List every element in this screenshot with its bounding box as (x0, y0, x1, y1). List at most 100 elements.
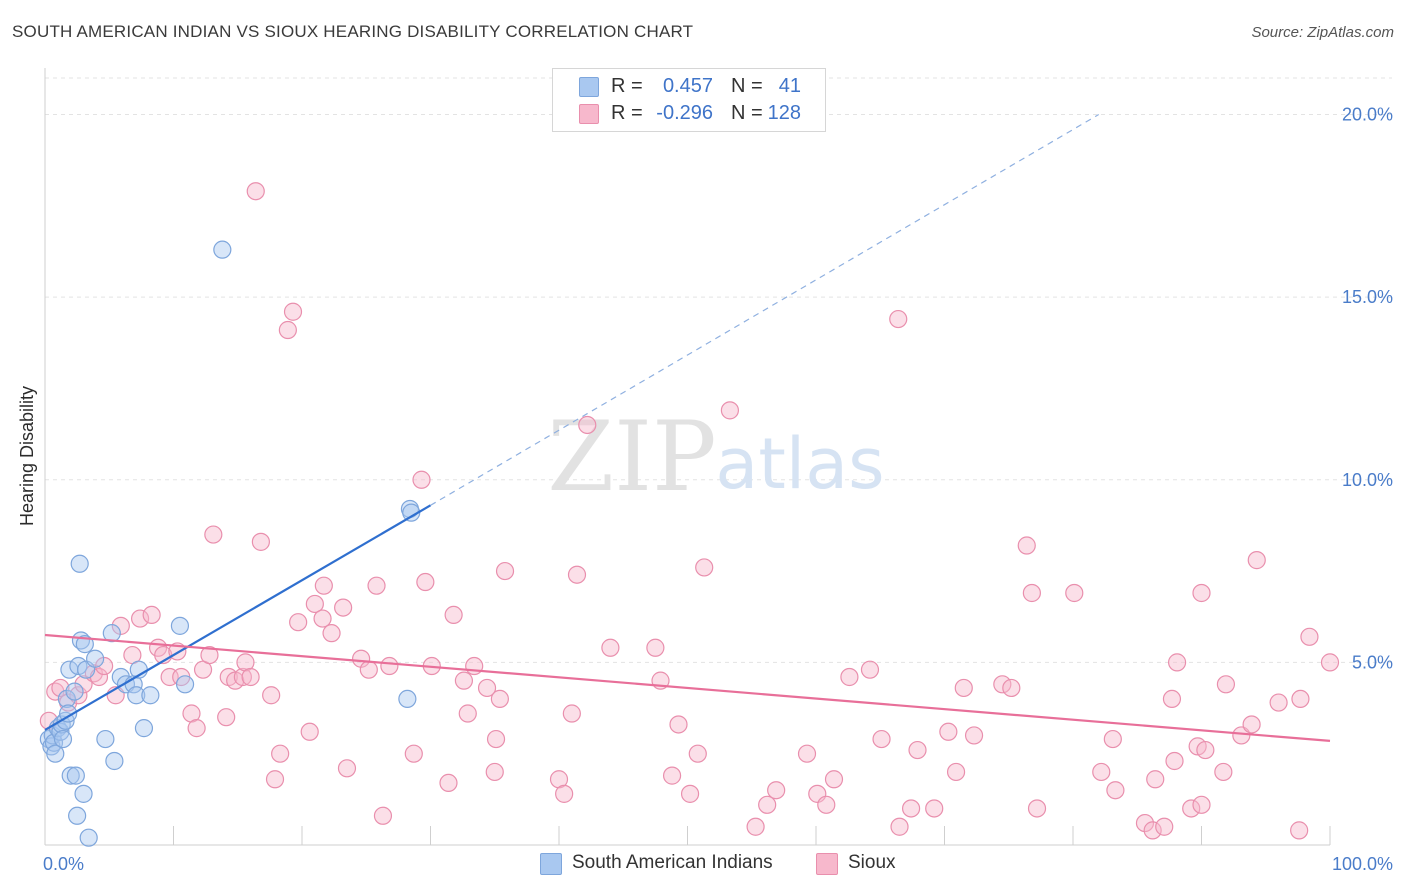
sioux-point (1242, 715, 1261, 734)
legend-swatch-blue (540, 853, 562, 875)
sioux-point (439, 773, 458, 793)
sioux-point (1017, 536, 1036, 555)
sioux-point (373, 806, 393, 825)
sioux-point (669, 715, 688, 734)
sioux-point (241, 667, 260, 687)
south-american-indian-point (51, 722, 70, 741)
legend-r-value: -0.296 (656, 102, 713, 124)
south-american-indian-point (127, 686, 146, 705)
south-american-indian-point (68, 806, 87, 825)
south-american-indian-points (39, 240, 421, 847)
legend-r-label: R = (611, 102, 643, 124)
sioux-point (646, 638, 665, 657)
sioux-point (337, 759, 357, 778)
sioux-point (688, 744, 707, 763)
sioux-point (1103, 729, 1122, 749)
legend-label: South American Indians (572, 852, 773, 873)
legend-row-sioux: R = -0.296 N = 128 (553, 101, 825, 127)
sioux-point (1300, 627, 1319, 646)
sioux-point (305, 594, 324, 614)
sioux-point (334, 598, 353, 617)
legend-n-value: 41 (778, 75, 801, 97)
south-american-indian-point (79, 828, 98, 847)
south-american-indian-point (70, 554, 89, 573)
y-axis-label: Hearing Disability (17, 386, 37, 526)
x-tick-label: 100.0% (1332, 854, 1393, 874)
sioux-point (901, 799, 921, 818)
watermark-atlas: atlas (715, 423, 884, 505)
sioux-point (51, 678, 70, 698)
sioux-point (313, 609, 332, 628)
sioux-point (797, 744, 817, 763)
watermark-zip: ZIP (547, 401, 716, 513)
y-tick-label: 20.0% (1342, 105, 1393, 125)
sioux-point (1092, 762, 1111, 782)
x-tick-label: 0.0% (43, 854, 84, 874)
sioux-point (746, 817, 765, 836)
sioux-point (1167, 653, 1187, 672)
sioux-point (1291, 689, 1310, 709)
sioux-point (1320, 653, 1340, 672)
grid-lines (45, 77, 1392, 663)
legend-n-value: 128 (767, 102, 801, 124)
south-american-indian-point (57, 689, 76, 709)
sioux-point (1022, 583, 1041, 603)
south-american-indian-point (53, 729, 73, 749)
sioux-point (1290, 821, 1309, 840)
axes (44, 68, 1331, 846)
sioux-point (939, 722, 958, 741)
south-american-indian-point (175, 675, 195, 694)
sioux-point (490, 689, 509, 709)
sioux-point (262, 686, 281, 705)
sioux-point (1143, 821, 1162, 840)
sioux-point (908, 740, 927, 760)
sioux-point (314, 576, 333, 595)
sioux-point (359, 660, 378, 679)
sioux-point (458, 704, 477, 723)
stats-legend: R = 0.457 N = 41 R = -0.296 N = 128 (552, 68, 826, 132)
sioux-point (840, 667, 859, 687)
sioux-point (477, 678, 497, 698)
legend-n-label: N = (731, 75, 763, 97)
south-american-indian-point (134, 719, 154, 738)
sioux-point (1214, 762, 1233, 782)
sioux-point (1155, 817, 1174, 836)
sioux-point (860, 660, 880, 679)
legend-r-value: 0.457 (662, 75, 713, 97)
south-american-indian-point (102, 624, 121, 643)
sioux-point (1106, 781, 1125, 800)
sioux-point (1269, 693, 1288, 712)
watermark: ZIP atlas (547, 401, 884, 513)
south-american-indian-point (105, 751, 124, 771)
sioux-point (578, 415, 597, 435)
sioux-point (720, 401, 740, 420)
legend-r-label: R = (611, 75, 643, 97)
sioux-point (485, 762, 504, 782)
y-tick-label: 15.0% (1342, 287, 1393, 307)
south-american-indian-point (46, 744, 65, 763)
sioux-point (680, 784, 700, 803)
sioux-point (993, 675, 1012, 694)
y-tick-label: 5.0% (1352, 652, 1393, 672)
sioux-point (495, 561, 515, 581)
sioux-point (555, 784, 574, 803)
sioux-point (200, 645, 219, 665)
sioux-point (946, 762, 966, 782)
sioux-point (1027, 799, 1047, 818)
sioux-point (1182, 799, 1201, 818)
sioux-point (1216, 675, 1236, 694)
sioux-point (954, 678, 973, 698)
sioux-point (416, 572, 435, 592)
sioux-point (217, 708, 236, 727)
sioux-point (1162, 689, 1182, 709)
sioux-point (695, 558, 714, 577)
sioux-point (925, 799, 944, 818)
sioux-point (486, 729, 506, 749)
sioux-point (300, 722, 319, 741)
sioux-point (1192, 583, 1211, 603)
sioux-point (1135, 813, 1155, 833)
legend-swatch-blue (579, 77, 599, 97)
sioux-point (758, 795, 777, 814)
sioux-point (246, 182, 265, 201)
